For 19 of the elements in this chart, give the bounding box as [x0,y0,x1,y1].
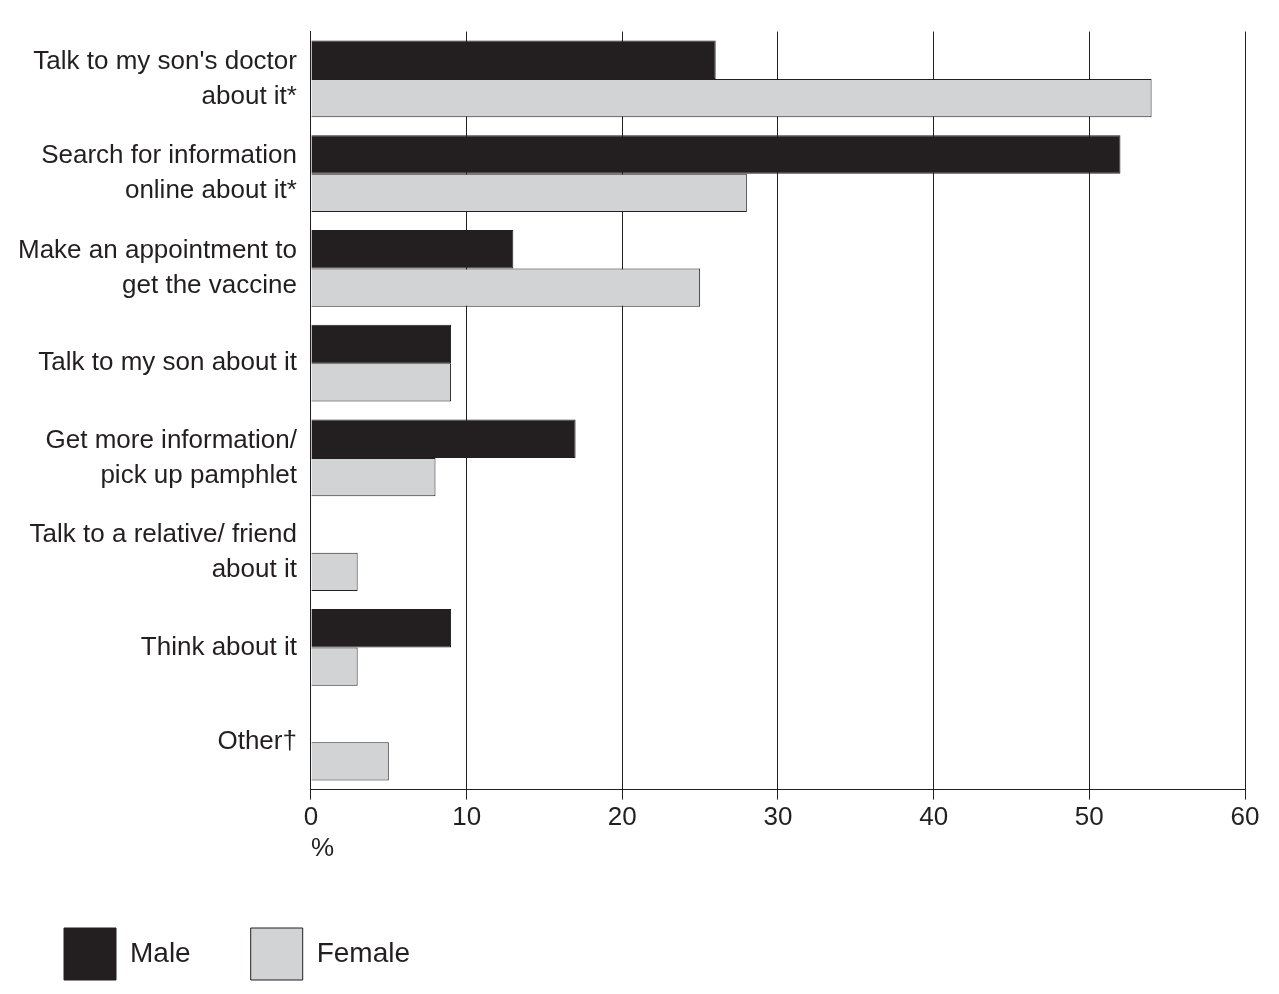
x-tick-label: 60 [1230,801,1260,832]
x-tick-label: 10 [452,801,482,832]
y-tick-label: Make an appointment to get the vaccine [17,234,297,300]
y-tick-label: Other† [217,725,297,756]
y-tick-label: Talk to my son's doctor about it* [33,44,298,110]
y-tick-label: Talk to a relative/ friend about it [29,518,298,584]
x-axis-title: % [310,831,335,862]
x-tick-label: 0 [303,801,319,832]
y-tick-label: Think about it [140,630,298,661]
legend-label: Male [130,936,191,968]
bar [311,609,452,648]
x-tick-label: 40 [919,801,949,832]
x-tick-label: 30 [763,801,793,832]
x-tick-label: 20 [607,801,637,832]
y-tick-label: Get more information/ pick up pamphlet [45,423,298,489]
x-tick-label: 50 [1074,801,1104,832]
y-tick-label: Search for information online about it* [41,139,297,205]
legend-label: Female [316,936,411,968]
y-tick-label: Talk to my son about it [38,346,298,377]
